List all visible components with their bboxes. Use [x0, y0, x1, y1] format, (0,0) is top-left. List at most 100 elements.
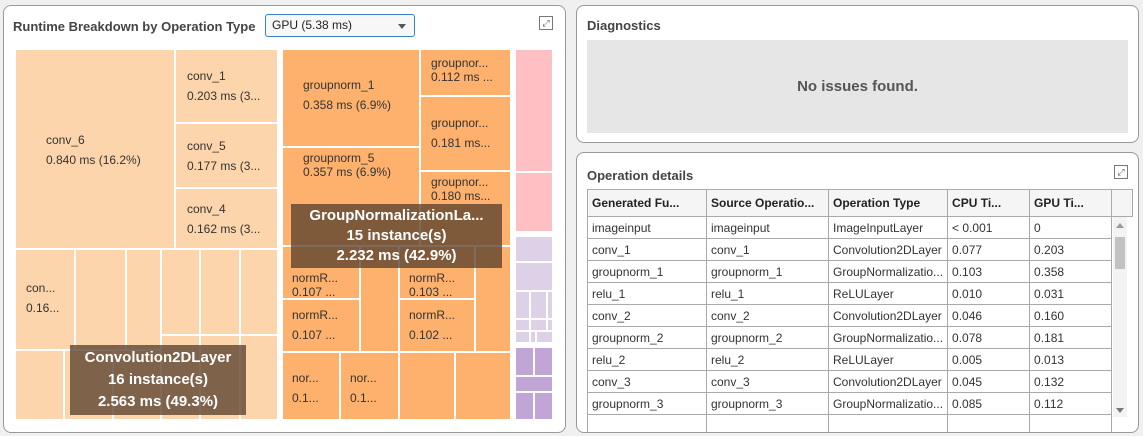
- treemap-tile-conv_6[interactable]: conv_6 0.840 ms (16.2%): [15, 49, 175, 249]
- treemap-tile[interactable]: [534, 392, 553, 420]
- treemap-tile[interactable]: [536, 331, 553, 343]
- treemap-tile[interactable]: [515, 236, 553, 262]
- scroll-down-icon[interactable]: [1116, 408, 1124, 413]
- table-row[interactable]: conv_2 conv_2 Convolution2DLayer 0.046 0.160: [587, 304, 1133, 327]
- treemap-tile[interactable]: [515, 291, 530, 319]
- column-header[interactable]: Operation Type: [827, 189, 949, 217]
- treemap-tile[interactable]: [515, 172, 553, 232]
- treemap-tile[interactable]: [515, 392, 534, 420]
- treemap-tile-conv_5[interactable]: conv_5 0.177 ms (3...: [175, 123, 278, 188]
- treemap-tile[interactable]: [515, 331, 530, 343]
- tile-name: con...: [26, 281, 56, 295]
- device-dropdown[interactable]: GPU (5.38 ms): [265, 14, 415, 37]
- treemap-tile[interactable]: [200, 249, 240, 335]
- treemap-tile[interactable]: [240, 335, 278, 420]
- treemap-tile[interactable]: [515, 376, 553, 392]
- table-cell: conv_3: [587, 370, 707, 393]
- treemap-tile[interactable]: [75, 249, 126, 350]
- table-row[interactable]: [587, 414, 1133, 432]
- scroll-up-icon[interactable]: [1116, 223, 1124, 228]
- tile-name: normR...: [409, 271, 456, 285]
- tile-label: nor... 0.1...: [350, 368, 377, 408]
- table-row[interactable]: relu_2 relu_2 ReLULayer 0.005 0.013: [587, 348, 1133, 371]
- tile-label: groupnorm_5 0.357 ms (6.9%): [303, 151, 391, 179]
- treemap-tile-conv_4[interactable]: conv_4 0.162 ms (3...: [175, 188, 278, 249]
- table-cell: 0.358: [1029, 260, 1113, 283]
- tile-label: groupnor... 0.112 ms ...: [431, 56, 493, 84]
- treemap-tile[interactable]: [530, 291, 547, 319]
- group-time: 2.563 ms (49.3%): [97, 393, 219, 410]
- treemap-tile-nr_f[interactable]: nor... 0.1...: [340, 352, 399, 420]
- table-header-row: Generated Fu... Source Operatio... Operati…: [587, 189, 1134, 217]
- treemap-tile[interactable]: [399, 352, 455, 420]
- table-row[interactable]: groupnorm_3 groupnorm_3 GroupNormalizatio.…: [587, 392, 1133, 415]
- tile-value: 0.357 ms (6.9%): [303, 165, 392, 179]
- treemap-tile[interactable]: [455, 352, 511, 420]
- group-tooltip-label: GroupNormalizationLa... 15 instance(s) 2.2…: [291, 204, 502, 268]
- expand-icon[interactable]: ⤢: [1114, 165, 1128, 179]
- treemap-tile[interactable]: [515, 347, 534, 376]
- table-row[interactable]: conv_1 conv_1 Convolution2DLayer 0.077 0.203: [587, 238, 1133, 261]
- treemap-tile-gn_a[interactable]: groupnor... 0.181 ms...: [420, 96, 511, 171]
- tile-value: 0.358 ms (6.9%): [303, 98, 392, 112]
- tile-name: conv_4: [187, 202, 226, 216]
- table-cell: 0.046: [947, 304, 1031, 327]
- treemap-tile[interactable]: [515, 49, 553, 172]
- table-row[interactable]: groupnorm_2 groupnorm_2 GroupNormalizatio.…: [587, 326, 1133, 349]
- column-header[interactable]: CPU Ti...: [947, 189, 1031, 217]
- column-header[interactable]: GPU Ti...: [1029, 189, 1113, 217]
- table-row[interactable]: groupnorm_1 groupnorm_1 GroupNormalizatio.…: [587, 260, 1133, 283]
- treemap-tile[interactable]: [530, 331, 536, 343]
- treemap-tile-gn_c[interactable]: groupnor... 0.112 ms ...: [420, 49, 511, 96]
- column-header[interactable]: Generated Fu...: [587, 189, 707, 217]
- treemap-tile-nr_e[interactable]: nor... 0.1...: [282, 352, 340, 420]
- treemap-tile[interactable]: [126, 249, 161, 350]
- column-header-spacer: [1111, 189, 1134, 217]
- table-row[interactable]: imageinput imageinput ImageInputLayer < 0.0…: [587, 216, 1133, 239]
- tile-value: 0.1...: [292, 391, 319, 405]
- table-cell: relu_1: [706, 282, 829, 305]
- operation-details-title: Operation details: [587, 168, 694, 183]
- table-cell: conv_3: [706, 370, 829, 393]
- treemap-tile[interactable]: [515, 262, 553, 291]
- table-scrollbar[interactable]: [1113, 217, 1127, 417]
- treemap-tile-conv_x[interactable]: con... 0.16...: [15, 249, 75, 350]
- table-cell: relu_2: [706, 348, 829, 371]
- treemap-tile[interactable]: [240, 249, 278, 335]
- table-cell: [1029, 414, 1113, 432]
- expand-icon[interactable]: ⤢: [539, 16, 553, 30]
- table-row[interactable]: conv_3 conv_3 Convolution2DLayer 0.045 0.132: [587, 370, 1133, 393]
- table-cell: ImageInputLayer: [827, 216, 949, 239]
- table-cell: GroupNormalizatio...: [827, 326, 949, 349]
- tile-value: 0.107 ...: [292, 285, 336, 299]
- table-row[interactable]: relu_1 relu_1 ReLULayer 0.010 0.031: [587, 282, 1133, 305]
- tile-name: groupnorm_1: [303, 78, 375, 92]
- treemap-tile[interactable]: [161, 249, 200, 335]
- table-cell: Convolution2DLayer: [827, 370, 949, 393]
- operation-details-table: Generated Fu... Source Operatio... Operati…: [587, 189, 1134, 432]
- table-cell: groupnorm_3: [587, 392, 707, 415]
- table-cell: relu_1: [587, 282, 707, 305]
- table-cell: GroupNormalizatio...: [827, 392, 949, 415]
- tile-label: groupnor... 0.181 ms...: [431, 113, 490, 153]
- treemap-tile-groupnorm_1[interactable]: groupnorm_1 0.358 ms (6.9%): [282, 49, 420, 147]
- tile-label: normR... 0.102 ...: [409, 305, 455, 345]
- treemap-tile[interactable]: [515, 319, 530, 331]
- treemap-tile[interactable]: [530, 319, 547, 331]
- tile-label: normR... 0.107 ...: [292, 271, 338, 299]
- treemap-tile[interactable]: [547, 319, 553, 331]
- tile-name: groupnor...: [431, 116, 489, 130]
- table-cell: 0: [1029, 216, 1113, 239]
- column-header[interactable]: Source Operatio...: [706, 189, 829, 217]
- treemap-tile-nr_c[interactable]: normR... 0.107 ...: [282, 299, 360, 352]
- treemap-tile-nr_d[interactable]: normR... 0.102 ...: [399, 299, 475, 352]
- scrollbar-thumb[interactable]: [1115, 237, 1125, 269]
- treemap-tile-conv_1[interactable]: conv_1 0.203 ms (3...: [175, 49, 278, 123]
- treemap-tile[interactable]: [15, 350, 64, 420]
- group-tooltip-label: Convolution2DLayer 16 instance(s) 2.563 ms…: [70, 345, 246, 415]
- group-name: GroupNormalizationLa...: [309, 207, 484, 224]
- tile-value: 0.181 ms...: [431, 136, 491, 150]
- tile-label: nor... 0.1...: [292, 368, 319, 408]
- treemap-tile[interactable]: [547, 291, 553, 319]
- treemap-tile[interactable]: [534, 347, 553, 376]
